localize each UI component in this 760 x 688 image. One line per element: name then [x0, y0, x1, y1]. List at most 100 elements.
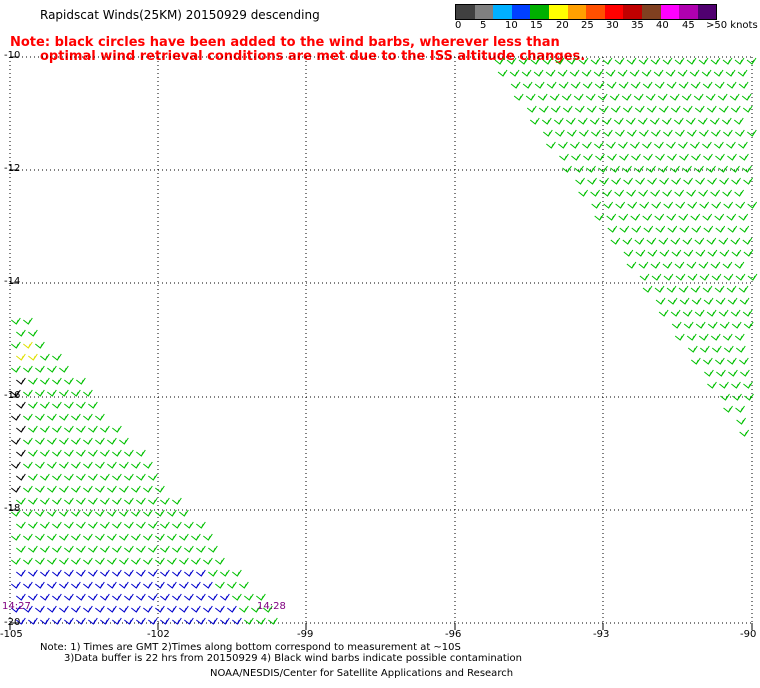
wind-barb — [658, 165, 668, 173]
wind-barb — [88, 593, 98, 601]
wind-barb — [574, 105, 585, 113]
wind-barb — [737, 69, 748, 77]
wind-barb — [666, 285, 677, 293]
wind-barb — [95, 485, 105, 493]
wind-barb — [671, 249, 682, 257]
wind-barb — [11, 509, 21, 517]
wind-barb — [119, 437, 129, 445]
wind-barb — [59, 389, 69, 397]
wind-barb — [549, 93, 560, 101]
wind-barb — [687, 201, 698, 209]
wind-barb — [651, 273, 662, 281]
wind-barb — [618, 81, 629, 89]
wind-barb — [722, 57, 733, 65]
wind-barb — [16, 353, 26, 361]
wind-barb — [703, 153, 713, 161]
scale-label: 30 — [606, 20, 619, 31]
wind-barb — [610, 165, 620, 173]
wind-barb — [251, 605, 261, 613]
scale-swatch — [548, 5, 568, 19]
wind-barb — [64, 521, 74, 529]
wind-barb — [679, 225, 690, 233]
wind-barb — [522, 81, 533, 89]
wind-barb — [723, 405, 733, 413]
wind-barb — [674, 261, 685, 269]
wind-barb — [723, 129, 733, 137]
wind-barb — [693, 93, 704, 101]
wind-barb — [71, 605, 81, 613]
wind-barb — [566, 57, 577, 65]
wind-barb — [562, 105, 573, 113]
wind-barb — [699, 345, 710, 353]
wind-barb — [716, 369, 726, 377]
time-label-right: 14:28 — [257, 601, 286, 612]
wind-barb — [59, 365, 69, 373]
wind-barb — [83, 509, 93, 517]
wind-barb — [124, 497, 134, 505]
wind-barb — [88, 545, 98, 553]
red-note-line-2: optimal wind retrieval conditions are me… — [40, 49, 586, 64]
wind-barb — [215, 581, 225, 589]
wind-barb — [184, 521, 194, 529]
wind-barb — [634, 165, 644, 173]
wind-barb — [606, 141, 616, 149]
wind-barb — [650, 261, 661, 269]
wind-barb — [220, 593, 230, 601]
wind-barb — [131, 461, 141, 469]
wind-barb — [179, 509, 189, 517]
scale-swatch — [641, 5, 661, 19]
wind-barb — [690, 213, 701, 221]
wind-barb — [23, 605, 33, 613]
wind-barb — [738, 285, 749, 293]
wind-barb — [682, 309, 693, 317]
wind-barb — [95, 413, 105, 421]
wind-barb — [617, 69, 628, 77]
wind-barb — [697, 117, 708, 125]
wind-barb — [497, 69, 508, 77]
wind-barb — [595, 153, 605, 161]
wind-barb — [711, 345, 722, 353]
wind-barb — [40, 521, 50, 529]
wind-barb — [730, 105, 741, 113]
wind-barb — [172, 617, 182, 625]
wind-barb — [585, 93, 596, 101]
wind-barb — [635, 249, 646, 257]
wind-barb — [196, 569, 206, 577]
wind-barb — [40, 617, 50, 625]
wind-barb — [47, 365, 57, 373]
wind-barb — [683, 177, 693, 185]
wind-barb — [112, 545, 122, 553]
wind-barb — [112, 521, 122, 529]
wind-barb — [11, 581, 21, 589]
wind-barb — [698, 261, 709, 269]
wind-barb — [112, 593, 122, 601]
wind-barb — [256, 593, 266, 601]
wind-barb — [160, 617, 170, 625]
wind-barb — [662, 189, 672, 197]
wind-barb — [698, 57, 709, 65]
wind-barb — [40, 473, 50, 481]
wind-barb — [83, 461, 93, 469]
wind-barb — [707, 381, 717, 389]
lat-label-14: -14 — [4, 276, 21, 287]
wind-barb — [107, 461, 117, 469]
wind-barb — [119, 461, 129, 469]
wind-barb — [543, 129, 553, 137]
wind-barb — [28, 473, 38, 481]
wind-barb — [143, 557, 153, 565]
wind-barb — [686, 189, 696, 197]
wind-barb — [711, 201, 722, 209]
wind-barb — [227, 605, 237, 613]
wind-barb — [590, 189, 600, 197]
wind-barb — [232, 569, 242, 577]
wind-barb — [747, 201, 758, 209]
wind-barb — [64, 569, 74, 577]
wind-barb — [659, 249, 670, 257]
wind-barb — [734, 57, 745, 65]
wind-barb — [673, 117, 684, 125]
wind-barb — [59, 557, 69, 565]
wind-barb — [651, 201, 662, 209]
wind-barb — [52, 593, 62, 601]
wind-barb — [35, 509, 45, 517]
wind-barb — [702, 141, 712, 149]
